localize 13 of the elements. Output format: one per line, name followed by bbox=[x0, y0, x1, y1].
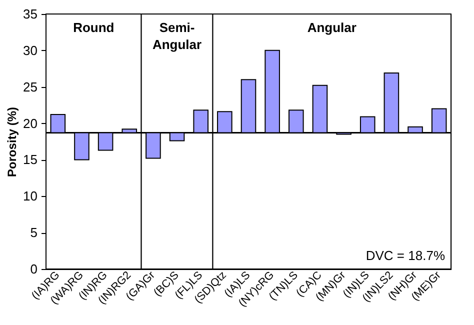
y-axis-title: Porosity (%) bbox=[5, 106, 20, 178]
y-tick-label: 30 bbox=[23, 42, 38, 58]
y-tick-label: 35 bbox=[23, 6, 38, 22]
y-tick-label: 20 bbox=[23, 116, 38, 131]
y-tick-label: 25 bbox=[23, 79, 38, 94]
band-label: Semi-Angular bbox=[152, 20, 202, 52]
y-tick-label: 5 bbox=[30, 225, 38, 240]
y-tick-label: 10 bbox=[23, 188, 38, 204]
y-tick-label: 0 bbox=[30, 262, 38, 276]
band-label: Angular bbox=[307, 20, 356, 35]
band-label: Round bbox=[73, 20, 114, 35]
annotation: DVC = 18.7% bbox=[366, 248, 446, 263]
y-tick-label: 15 bbox=[23, 152, 38, 168]
